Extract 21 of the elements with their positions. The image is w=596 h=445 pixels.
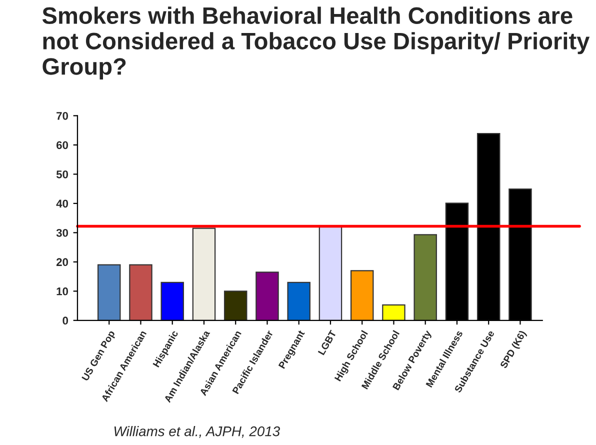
bar [287,282,310,320]
chart-title: Smokers with Behavioral Health Conditions are not Considered a Tobacco Use Disparity/ Priority Group? [42,6,590,80]
bar [350,270,374,320]
bar [129,264,152,320]
y-tick-label: 0 [62,316,68,325]
text: Williams et al., AJPH, 2013 [114,426,280,438]
y-tick-label: 40 [56,200,68,208]
y-tick-label: 10 [56,287,68,296]
bar [318,226,342,320]
bar [382,304,406,320]
y-tick-label: 20 [56,258,68,266]
bar [224,290,248,320]
y-tick-label: 50 [56,170,68,178]
bar [192,228,216,320]
bar [414,234,437,320]
bar [97,264,121,320]
y-tick-label: 70 [56,112,68,120]
y-tick-label: 60 [56,141,68,150]
bar [160,282,184,320]
y-tick-label: 30 [56,228,68,237]
bar [256,272,279,320]
